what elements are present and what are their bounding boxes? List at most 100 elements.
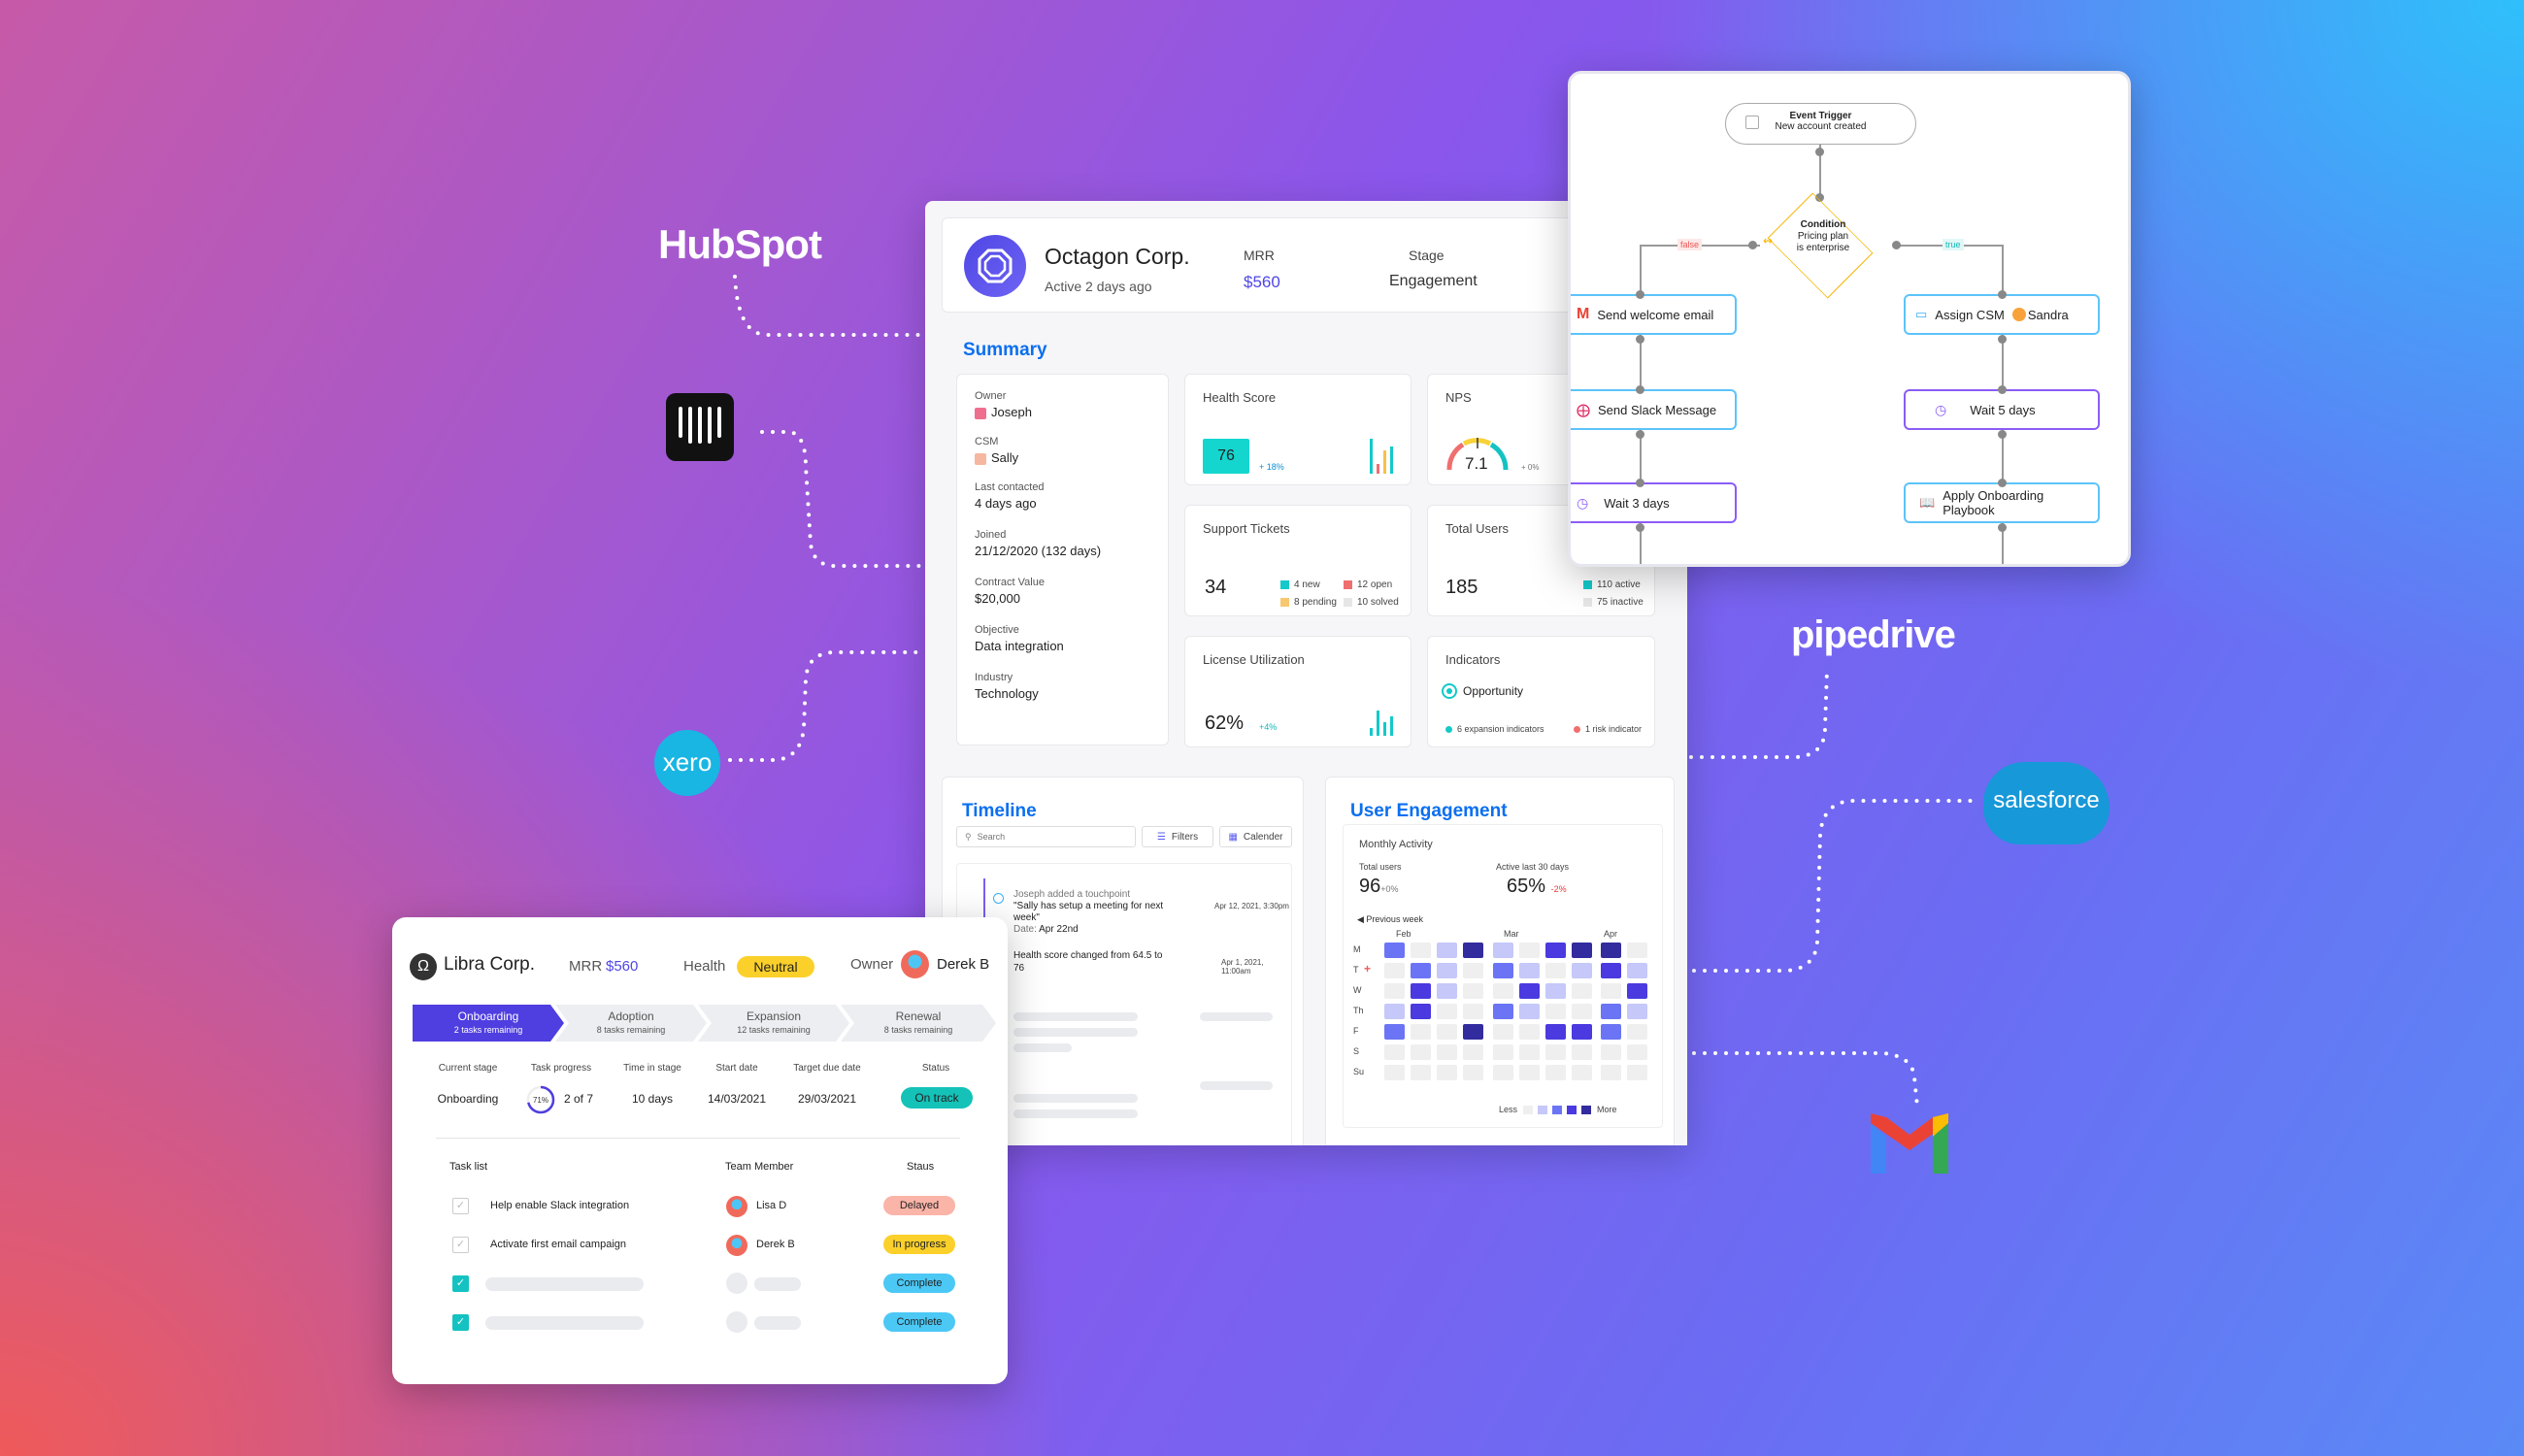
heatmap-cell[interactable]: [1601, 1044, 1621, 1060]
send-welcome-email-node[interactable]: M Send welcome email: [1571, 294, 1737, 335]
heatmap-cell[interactable]: [1493, 943, 1513, 958]
timeline-search[interactable]: ⚲: [956, 826, 1136, 847]
filters-button[interactable]: ☰ Filters: [1142, 826, 1213, 847]
connector-dot[interactable]: [1998, 290, 2007, 299]
heatmap-cell[interactable]: [1627, 963, 1647, 978]
heatmap-cell[interactable]: [1463, 1044, 1483, 1060]
heatmap-cell[interactable]: [1463, 943, 1483, 958]
apply-playbook-node[interactable]: 📖 Apply Onboarding Playbook: [1904, 482, 2100, 523]
connector-dot[interactable]: [1998, 479, 2007, 487]
heatmap-cell[interactable]: [1493, 983, 1513, 999]
connector-dot[interactable]: [1998, 523, 2007, 532]
heatmap-cell[interactable]: [1384, 1044, 1405, 1060]
heatmap-cell[interactable]: [1627, 1065, 1647, 1080]
heatmap-cell[interactable]: [1519, 1024, 1540, 1040]
heatmap-cell[interactable]: [1493, 1065, 1513, 1080]
heatmap-cell[interactable]: [1411, 1004, 1431, 1019]
connector-dot[interactable]: [1636, 290, 1644, 299]
heatmap-cell[interactable]: [1601, 1004, 1621, 1019]
heatmap-cell[interactable]: [1601, 963, 1621, 978]
send-slack-message-node[interactable]: ⨁ Send Slack Message: [1571, 389, 1737, 430]
heatmap-cell[interactable]: [1545, 1044, 1566, 1060]
heatmap-cell[interactable]: [1411, 1024, 1431, 1040]
event-trigger-node[interactable]: Event Trigger New account created: [1725, 103, 1916, 145]
connector-dot[interactable]: [1636, 479, 1644, 487]
heatmap-cell[interactable]: [1437, 943, 1457, 958]
heatmap-cell[interactable]: [1627, 943, 1647, 958]
heatmap-cell[interactable]: [1627, 1024, 1647, 1040]
heatmap-cell[interactable]: [1601, 1065, 1621, 1080]
heatmap-cell[interactable]: [1545, 943, 1566, 958]
wait-3-days-node[interactable]: ◷ Wait 3 days: [1571, 482, 1737, 523]
stage-onboarding[interactable]: Onboarding 2 tasks remaining: [413, 1005, 564, 1042]
heatmap-cell[interactable]: [1437, 1065, 1457, 1080]
heatmap-cell[interactable]: [1437, 1044, 1457, 1060]
heatmap-cell[interactable]: [1627, 983, 1647, 999]
connector-dot[interactable]: [1998, 430, 2007, 439]
heatmap-cell[interactable]: [1601, 943, 1621, 958]
heatmap-cell[interactable]: [1627, 1044, 1647, 1060]
task-name[interactable]: Help enable Slack integration: [490, 1200, 630, 1211]
connector-dot[interactable]: [1998, 385, 2007, 394]
heatmap-cell[interactable]: [1572, 963, 1592, 978]
heatmap-cell[interactable]: [1463, 1024, 1483, 1040]
heatmap-cell[interactable]: [1545, 1065, 1566, 1080]
connector-dot[interactable]: [1636, 523, 1644, 532]
heatmap-cell[interactable]: [1463, 963, 1483, 978]
heatmap-cell[interactable]: [1572, 1065, 1592, 1080]
heatmap-cell[interactable]: [1572, 1024, 1592, 1040]
heatmap-cell[interactable]: [1437, 963, 1457, 978]
timeline-item[interactable]: Health score changed from 64.5 to 76: [1013, 950, 1163, 974]
heatmap-cell[interactable]: [1384, 963, 1405, 978]
heatmap-cell[interactable]: [1519, 1044, 1540, 1060]
heatmap-cell[interactable]: [1411, 983, 1431, 999]
heatmap-cell[interactable]: [1411, 1065, 1431, 1080]
connector-dot[interactable]: [1998, 335, 2007, 344]
previous-week-button[interactable]: ◀ Previous week: [1357, 914, 1423, 924]
heatmap-cell[interactable]: [1572, 1044, 1592, 1060]
task-checkbox[interactable]: ✓: [452, 1314, 469, 1331]
heatmap-cell[interactable]: [1384, 983, 1405, 999]
heatmap-cell[interactable]: [1463, 983, 1483, 999]
heatmap-cell[interactable]: [1437, 1024, 1457, 1040]
heatmap-cell[interactable]: [1601, 983, 1621, 999]
task-checkbox[interactable]: ✓: [452, 1237, 469, 1253]
task-checkbox[interactable]: ✓: [452, 1275, 469, 1292]
heatmap-cell[interactable]: [1493, 1044, 1513, 1060]
heatmap-cell[interactable]: [1519, 943, 1540, 958]
heatmap-cell[interactable]: [1519, 1065, 1540, 1080]
heatmap-cell[interactable]: [1545, 963, 1566, 978]
heatmap-cell[interactable]: [1545, 983, 1566, 999]
heatmap-cell[interactable]: [1411, 943, 1431, 958]
heatmap-cell[interactable]: [1384, 1024, 1405, 1040]
heatmap-cell[interactable]: [1384, 1065, 1405, 1080]
assign-csm-node[interactable]: ▭ Assign CSM Sandra: [1904, 294, 2100, 335]
heatmap-cell[interactable]: [1437, 983, 1457, 999]
heatmap-cell[interactable]: [1627, 1004, 1647, 1019]
heatmap-cell[interactable]: [1384, 1004, 1405, 1019]
connector-dot[interactable]: [1636, 430, 1644, 439]
wait-5-days-node[interactable]: ◷ Wait 5 days: [1904, 389, 2100, 430]
heatmap-cell[interactable]: [1384, 943, 1405, 958]
search-input[interactable]: [977, 832, 1113, 842]
heatmap-cell[interactable]: [1411, 963, 1431, 978]
heatmap-cell[interactable]: [1463, 1004, 1483, 1019]
heatmap-cell[interactable]: [1572, 943, 1592, 958]
heatmap-cell[interactable]: [1545, 1024, 1566, 1040]
heatmap-cell[interactable]: [1437, 1004, 1457, 1019]
connector-dot[interactable]: [1636, 335, 1644, 344]
heatmap-cell[interactable]: [1601, 1024, 1621, 1040]
heatmap-cell[interactable]: [1493, 963, 1513, 978]
stage-adoption[interactable]: Adoption 8 tasks remaining: [555, 1005, 707, 1042]
heatmap-cell[interactable]: [1411, 1044, 1431, 1060]
heatmap-cell[interactable]: [1519, 983, 1540, 999]
heatmap-cell[interactable]: [1463, 1065, 1483, 1080]
calendar-button[interactable]: ▦ Calender: [1219, 826, 1292, 847]
heatmap-cell[interactable]: [1519, 1004, 1540, 1019]
heatmap-cell[interactable]: [1545, 1004, 1566, 1019]
heatmap-cell[interactable]: [1493, 1004, 1513, 1019]
timeline-item[interactable]: Joseph added a touchpoint "Sally has setu…: [1013, 889, 1164, 935]
heatmap-cell[interactable]: [1493, 1024, 1513, 1040]
heatmap-cell[interactable]: [1572, 983, 1592, 999]
stage-expansion[interactable]: Expansion 12 tasks remaining: [698, 1005, 849, 1042]
